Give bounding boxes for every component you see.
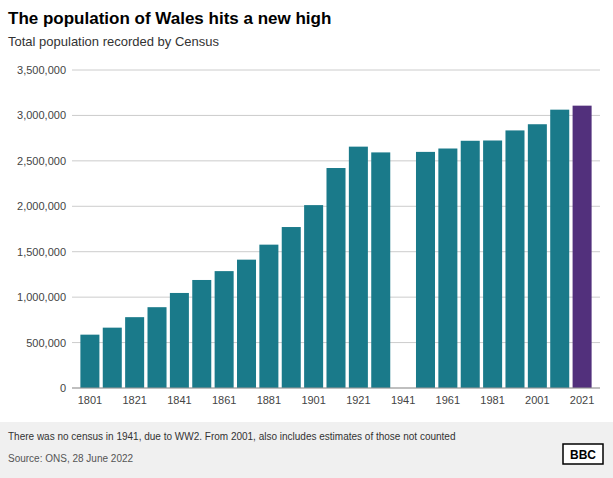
bar <box>326 168 345 388</box>
bar <box>438 149 457 388</box>
x-axis-line <box>72 388 600 389</box>
chart: The population of Wales hits a new high T… <box>0 0 613 478</box>
x-tick-label: 1921 <box>346 394 370 406</box>
bar <box>550 110 569 388</box>
bar <box>461 141 480 388</box>
x-tick-label: 2001 <box>525 394 549 406</box>
title: The population of Wales hits a new high <box>8 9 331 28</box>
bar <box>505 130 524 388</box>
x-tick-label: 1861 <box>212 394 236 406</box>
bar <box>192 280 211 388</box>
logo-box <box>563 444 603 464</box>
y-tick-label: 3,000,000 <box>17 109 66 121</box>
x-tick-label: 1981 <box>480 394 504 406</box>
bar <box>125 317 144 388</box>
y-tick-label: 2,500,000 <box>17 155 66 167</box>
bar <box>80 335 99 388</box>
x-tick-label: 1941 <box>391 394 415 406</box>
x-tick-label: 1881 <box>257 394 281 406</box>
bar <box>103 328 122 388</box>
source: Source: ONS, 28 June 2022 <box>8 453 134 464</box>
logo: BBC <box>570 448 596 462</box>
grid-line <box>72 70 600 71</box>
y-tick-label: 0 <box>60 382 66 394</box>
x-tick-label: 1901 <box>301 394 325 406</box>
x-tick-label: 1821 <box>122 394 146 406</box>
bar <box>573 106 592 388</box>
x-tick-label: 2021 <box>570 394 594 406</box>
y-tick-label: 2,000,000 <box>17 200 66 212</box>
bar <box>170 293 189 388</box>
x-tick-label: 1801 <box>78 394 102 406</box>
bar <box>304 205 323 388</box>
bar <box>259 245 278 388</box>
bars <box>80 106 591 388</box>
bar <box>282 227 301 388</box>
bar <box>416 152 435 388</box>
x-tick-label: 1961 <box>436 394 460 406</box>
bar <box>215 271 234 388</box>
bar <box>483 140 502 388</box>
bar <box>528 124 547 388</box>
footnote: There was no census in 1941, due to WW2.… <box>8 431 455 442</box>
y-tick-label: 1,000,000 <box>17 291 66 303</box>
grid-line <box>72 115 600 116</box>
y-tick-label: 1,500,000 <box>17 246 66 258</box>
bar <box>148 307 167 388</box>
y-tick-label: 500,000 <box>26 337 66 349</box>
bar <box>237 260 256 388</box>
grid-line <box>72 388 600 389</box>
y-tick-label: 3,500,000 <box>17 64 66 76</box>
bar <box>349 147 368 388</box>
subtitle: Total population recorded by Census <box>8 34 220 49</box>
footnote-strip <box>0 422 613 478</box>
x-tick-label: 1841 <box>167 394 191 406</box>
bar <box>371 152 390 388</box>
